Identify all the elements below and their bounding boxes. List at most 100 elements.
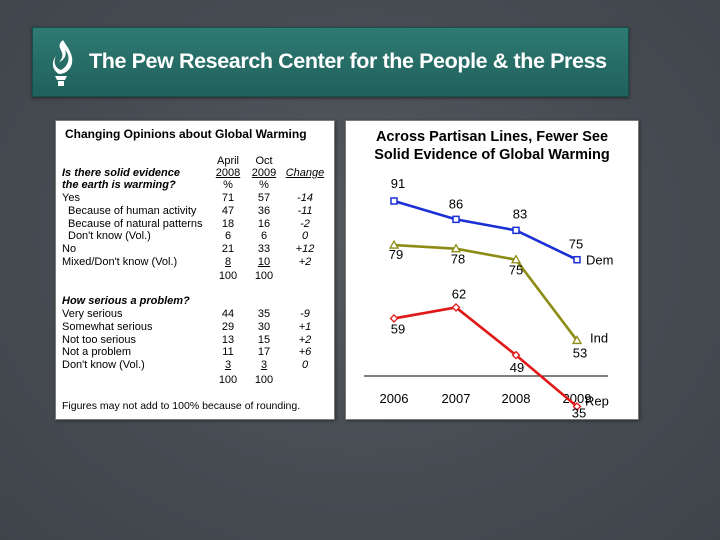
data-label-ind: 53 (573, 345, 587, 360)
data-point-rep (451, 303, 461, 312)
survey-table-panel: Changing Opinions about Global Warming A… (55, 120, 335, 420)
total-1-april: 100 (218, 270, 238, 282)
col-oct-year: 2009 (251, 167, 277, 179)
row-april-value: 29 (221, 320, 235, 333)
data-label-dem: 75 (569, 237, 583, 252)
total-2-april: 100 (218, 374, 238, 386)
row-label: Mixed/Don't know (Vol.) (62, 256, 178, 268)
row-label: Not a problem (62, 346, 132, 359)
data-point-rep (389, 314, 399, 323)
row-label: Don't know (Vol.) (62, 359, 145, 372)
data-label-ind: 79 (389, 247, 403, 262)
data-point-rep (511, 350, 521, 360)
data-label-rep: 59 (391, 321, 405, 336)
col-april-unit: % (223, 179, 233, 191)
data-label-rep: 35 (572, 406, 586, 419)
row-april-value: 21 (221, 243, 235, 256)
x-tick-label: 2009 (563, 391, 592, 406)
row-oct-value: 35 (257, 308, 271, 320)
col-oct-unit: % (259, 179, 269, 191)
row-april-value: 8 (224, 256, 232, 268)
row-oct-value: 3 (260, 359, 268, 372)
question-1-line-1: Is there solid evidence (62, 167, 180, 179)
row-oct-value: 15 (257, 333, 271, 346)
row-change-value: 0 (301, 230, 309, 243)
partisan-chart-panel: Across Partisan Lines, Fewer See Solid E… (345, 120, 639, 420)
data-point-ind (450, 243, 462, 253)
chart-title-line-1: Across Partisan Lines, Fewer See (375, 129, 609, 145)
data-label-rep: 49 (510, 360, 524, 375)
table-footnote: Figures may not add to 100% because of r… (62, 400, 301, 412)
chart-title-line-2: Solid Evidence of Global Warming (374, 147, 610, 163)
pew-banner: The Pew Research Center for the People &… (32, 27, 629, 97)
row-change-value: +2 (298, 333, 312, 346)
row-april-value: 11 (222, 346, 234, 359)
row-april-value: 71 (221, 192, 235, 204)
row-change-value: -9 (300, 308, 310, 320)
series-line-dem (393, 199, 578, 261)
col-april-year: 2008 (215, 167, 241, 179)
row-oct-value: 33 (257, 243, 271, 256)
total-2-oct: 100 (254, 374, 274, 386)
row-label: Somewhat serious (62, 320, 153, 333)
row-oct-value: 6 (260, 230, 268, 243)
row-change-value: -2 (300, 217, 310, 230)
data-point-dem (390, 197, 398, 205)
row-label: Because of human activity (68, 204, 197, 217)
row-label: No (62, 243, 77, 256)
row-april-value: 18 (221, 217, 235, 230)
table-title: Changing Opinions about Global Warming (65, 127, 307, 141)
data-label-ind: 78 (451, 252, 465, 267)
row-change-value: 0 (301, 359, 309, 372)
row-oct-value: 36 (257, 204, 271, 217)
series-name-dem: Dem (586, 253, 613, 268)
data-label-dem: 86 (449, 196, 463, 211)
data-label-ind: 75 (509, 263, 523, 278)
data-label-dem: 91 (391, 176, 405, 191)
row-label: Because of natural patterns (68, 217, 203, 230)
data-point-ind (388, 239, 400, 249)
row-change-value: +12 (295, 243, 315, 256)
row-oct-value: 16 (257, 217, 271, 230)
series-name-ind: Ind (590, 330, 608, 345)
row-change-value: +1 (298, 320, 312, 333)
data-point-ind (510, 254, 522, 264)
row-april-value: 13 (221, 333, 235, 346)
data-point-dem (573, 255, 581, 264)
row-april-value: 6 (224, 230, 232, 243)
row-label: Not too serious (62, 333, 136, 346)
banner-title: The Pew Research Center for the People &… (89, 49, 607, 73)
row-label: Very serious (62, 308, 123, 320)
data-point-ind (571, 335, 583, 345)
question-2: How serious a problem? (62, 295, 190, 307)
series-line-ind (393, 243, 579, 342)
row-april-value: 47 (221, 204, 235, 217)
series-name-rep: Rep (585, 394, 609, 409)
x-tick-label: 2008 (502, 391, 531, 406)
row-oct-value: 30 (257, 320, 271, 333)
row-change-value: -11 (297, 204, 313, 217)
row-april-value: 44 (221, 308, 235, 320)
col-april-label: April (216, 155, 239, 167)
row-label: Don't know (Vol.) (68, 230, 151, 243)
question-1-line-2: the earth is warming? (62, 179, 176, 191)
data-point-dem (512, 226, 520, 235)
data-point-rep (572, 402, 582, 411)
col-change-label: Change (285, 167, 325, 179)
col-oct-label: Oct (255, 155, 273, 167)
x-tick-label: 2006 (380, 391, 409, 406)
row-oct-value: 57 (257, 192, 271, 204)
row-change-value: -14 (297, 192, 313, 204)
data-label-dem: 83 (513, 206, 527, 221)
row-oct-value: 17 (257, 346, 271, 359)
total-1-oct: 100 (254, 270, 274, 282)
flame-logo-icon (52, 40, 73, 86)
series-line-rep (393, 306, 578, 408)
row-label: Yes (62, 192, 80, 204)
row-change-value: +2 (298, 256, 312, 268)
x-tick-label: 2007 (442, 391, 471, 406)
data-label-rep: 62 (452, 286, 466, 301)
row-oct-value: 10 (257, 256, 271, 268)
row-change-value: +6 (298, 346, 312, 359)
